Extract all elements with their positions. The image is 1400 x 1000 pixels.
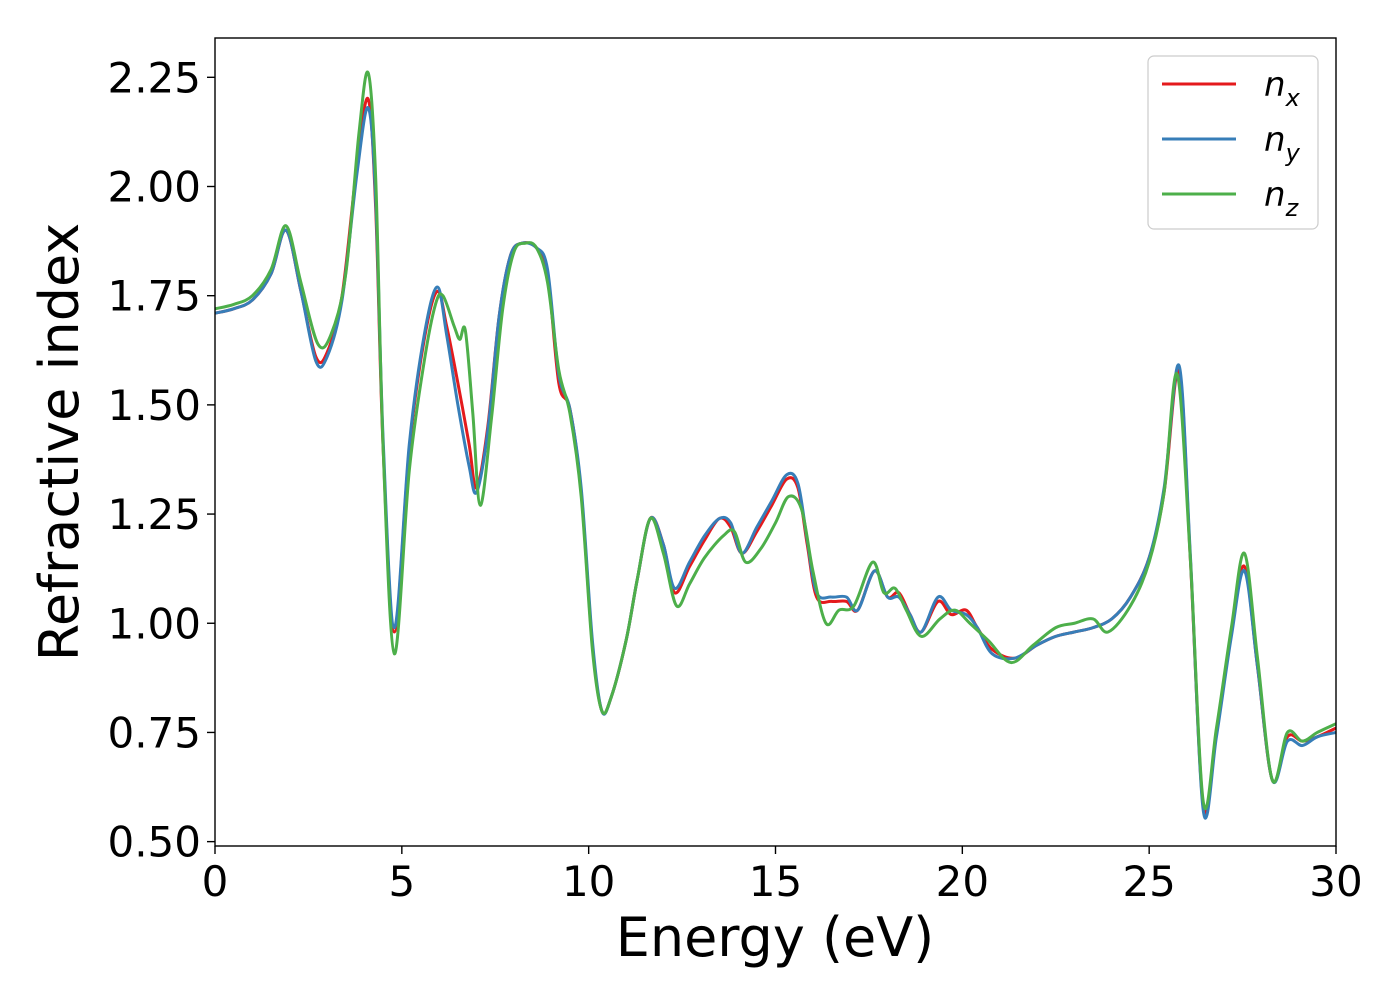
y-tick-label: 1.75 xyxy=(107,272,201,321)
series-layer xyxy=(215,70,1336,820)
x-tick-label: 0 xyxy=(202,857,229,906)
legend-frame xyxy=(1147,55,1319,230)
x-tick-label: 30 xyxy=(1309,857,1362,906)
y-tick-label: 1.00 xyxy=(107,599,201,648)
legend-label-x: nx xyxy=(1264,65,1301,112)
y-axis-label: Refractive index xyxy=(28,223,91,662)
x-tick-label: 5 xyxy=(388,857,415,906)
y-tick-label: 2.00 xyxy=(107,162,201,211)
x-tick-label: 10 xyxy=(562,857,615,906)
legend-label-y: ny xyxy=(1264,120,1301,167)
x-tick-label: 15 xyxy=(749,857,802,906)
y-tick-label: 2.25 xyxy=(107,53,201,102)
y-axis: 0.50 0.75 1.00 1.25 1.50 1.75 2.00 2.25 xyxy=(107,53,215,867)
x-tick-label: 25 xyxy=(1122,857,1175,906)
x-axis-label: Energy (eV) xyxy=(616,906,935,969)
series-line-z xyxy=(215,70,1336,811)
x-tick-label: 20 xyxy=(936,857,989,906)
legend-label-z: nz xyxy=(1264,175,1300,222)
y-tick-label: 0.75 xyxy=(107,708,201,757)
y-tick-label: 1.50 xyxy=(107,381,201,430)
y-tick-label: 1.25 xyxy=(107,490,201,539)
x-axis: 0 5 10 15 20 25 30 xyxy=(202,846,1363,906)
legend: nx ny nz xyxy=(1147,55,1319,230)
y-tick-label: 0.50 xyxy=(107,818,201,867)
